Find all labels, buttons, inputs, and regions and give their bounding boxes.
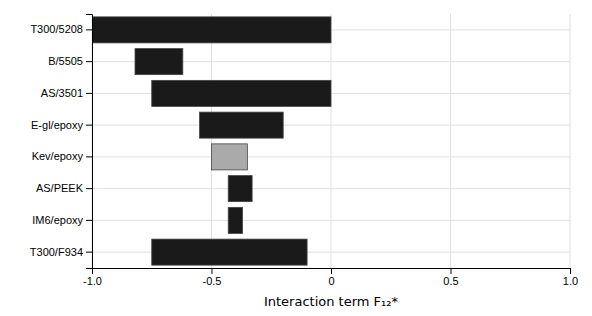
x-tick-label: 1.0 [563, 275, 578, 287]
y-tick: AS/3501 [41, 87, 92, 99]
grid-line-x [211, 14, 212, 268]
x-tick-mark [451, 268, 452, 274]
x-axis: -1.0 -0.5 0 0.5 1.0 [83, 268, 578, 287]
grid [92, 14, 570, 268]
bar [152, 239, 307, 265]
y-tick-mark [86, 252, 92, 253]
bar [228, 207, 242, 233]
y-axis-line [86, 15, 93, 269]
bar [152, 80, 331, 106]
x-tick-mark [331, 268, 332, 274]
y-tick-mark [86, 93, 92, 94]
x-tick-label: -0.5 [203, 275, 222, 287]
y-tick: IM6/epoxy [32, 214, 92, 226]
x-tick-label: 0 [328, 275, 334, 287]
x-tick: 0.5 [443, 268, 458, 287]
y-tick: Kev/epoxy [32, 150, 92, 162]
grid-line-y [92, 220, 570, 221]
bar [200, 112, 284, 138]
x-axis-title: Interaction term F₁₂* [264, 294, 399, 309]
y-tick-label: T300/F934 [30, 246, 83, 258]
chart: -1.0 -0.5 0 0.5 1.0 T300/5208 B/5505 AS/3501 E-g… [0, 0, 592, 316]
y-tick-label: IM6/epoxy [32, 214, 83, 226]
y-tick-mark [86, 61, 92, 62]
y-tick: AS/PEEK [36, 182, 92, 194]
bar [92, 17, 331, 43]
y-tick-label: AS/PEEK [36, 182, 84, 194]
x-axis-line [93, 269, 571, 275]
y-tick-mark [86, 220, 92, 221]
x-tick-mark [570, 268, 571, 274]
y-tick: T300/F934 [30, 246, 92, 258]
y-tick-mark [86, 29, 92, 30]
y-tick-label: Kev/epoxy [32, 150, 84, 162]
grid-line-y [92, 188, 570, 189]
bars [92, 17, 331, 265]
x-tick-label: 0.5 [443, 275, 458, 287]
bar [228, 176, 252, 202]
grid-line-x [450, 14, 451, 268]
y-axis: T300/5208 B/5505 AS/3501 E-gl/epoxy Kev/epox… [30, 15, 93, 269]
y-tick-label: T300/5208 [30, 23, 83, 35]
y-tick-label: E-gl/epoxy [31, 119, 83, 131]
y-tick-mark [86, 125, 92, 126]
y-tick-label: AS/3501 [41, 87, 83, 99]
x-tick: 0 [328, 268, 334, 287]
y-tick-mark [86, 188, 92, 189]
x-tick-mark [212, 268, 213, 274]
grid-line-y [92, 156, 570, 157]
x-tick: 1.0 [563, 268, 578, 287]
x-tick-label: -1.0 [83, 275, 102, 287]
grid-line-x [331, 14, 332, 268]
y-tick: B/5505 [48, 55, 92, 67]
bar [135, 49, 183, 75]
x-tick: -1.0 [83, 268, 102, 287]
y-tick-label: B/5505 [48, 55, 83, 67]
grid-line-y [92, 125, 570, 126]
grid-line-x [570, 14, 571, 268]
bar [212, 144, 248, 170]
y-tick: E-gl/epoxy [31, 119, 92, 131]
plot: -1.0 -0.5 0 0.5 1.0 T300/5208 B/5505 AS/3501 E-g… [30, 14, 578, 287]
y-tick: T300/5208 [30, 23, 92, 35]
y-tick-mark [86, 156, 92, 157]
x-tick: -0.5 [203, 268, 222, 287]
